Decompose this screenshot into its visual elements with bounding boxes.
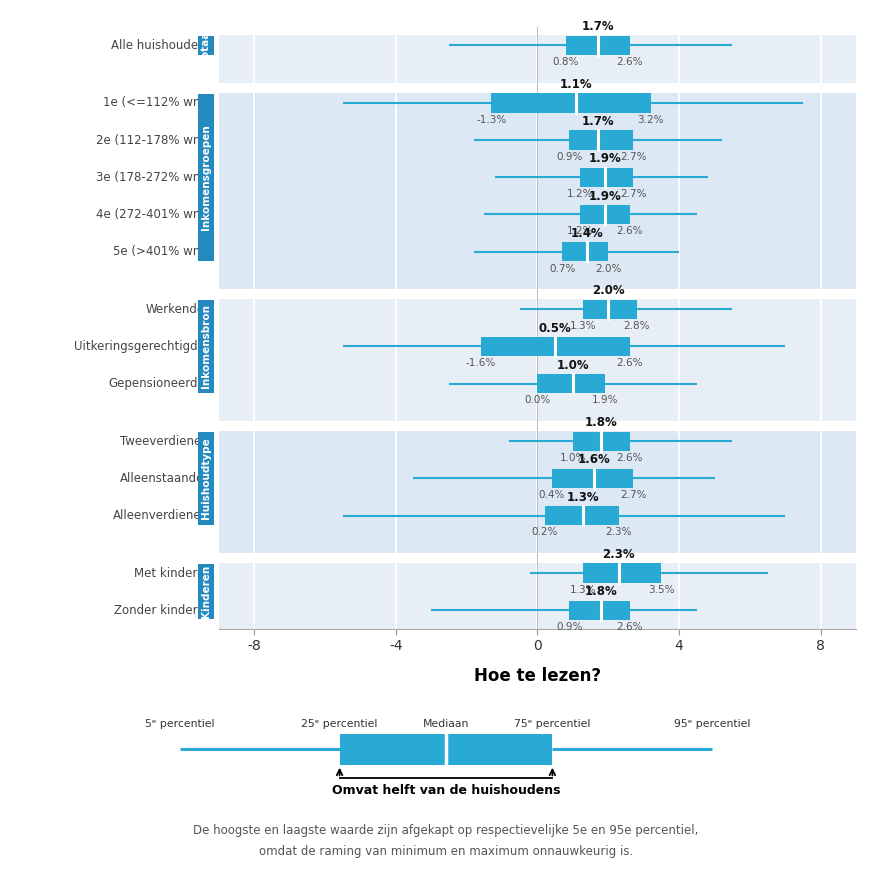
Text: 0.5%: 0.5% [539, 321, 572, 334]
Bar [491, 94, 651, 112]
Text: 4e (272-401% wml): 4e (272-401% wml) [95, 208, 212, 221]
Bar [566, 36, 630, 55]
X-axis label: Hoe te lezen?: Hoe te lezen? [474, 667, 601, 685]
Bar [481, 337, 630, 356]
Text: 1.8%: 1.8% [585, 585, 617, 599]
Text: Inkomensbron: Inkomensbron [201, 304, 211, 388]
Text: 2e (112-178% wml): 2e (112-178% wml) [95, 134, 212, 146]
Bar [569, 600, 630, 620]
Text: Zonder kinderen: Zonder kinderen [114, 604, 212, 616]
Bar [219, 563, 856, 648]
Text: 2.7%: 2.7% [620, 491, 647, 500]
Text: 0.0%: 0.0% [524, 395, 550, 406]
Text: 2.0%: 2.0% [592, 285, 624, 297]
Text: 2.6%: 2.6% [616, 227, 643, 236]
Text: 1.1%: 1.1% [560, 78, 592, 91]
Text: 5e (>401% wml): 5e (>401% wml) [113, 245, 212, 258]
Text: 3.5%: 3.5% [648, 585, 674, 595]
Text: 1.7%: 1.7% [582, 115, 614, 128]
Text: 0.9%: 0.9% [556, 623, 582, 632]
Text: 1.0%: 1.0% [557, 359, 590, 372]
Text: 0.2%: 0.2% [532, 527, 558, 537]
Text: Met kinderen: Met kinderen [135, 566, 212, 580]
Text: 0.7%: 0.7% [549, 263, 575, 274]
Text: 0.9%: 0.9% [556, 152, 582, 162]
Bar [562, 242, 608, 261]
Text: 2.0%: 2.0% [595, 263, 622, 274]
Bar [544, 506, 619, 525]
Text: 1.6%: 1.6% [578, 453, 610, 467]
Text: Gepensioneerden: Gepensioneerden [108, 377, 212, 390]
Bar [219, 93, 856, 289]
Text: 2.3%: 2.3% [603, 549, 635, 561]
Text: De hoogste en laagste waarde zijn afgekapt op respectievelijke 5e en 95e percent: De hoogste en laagste waarde zijn afgeka… [194, 824, 698, 858]
Text: 25ᵉ percentiel: 25ᵉ percentiel [301, 719, 378, 730]
Text: Inkomensgroepen: Inkomensgroepen [201, 124, 211, 230]
Text: 5ᵉ percentiel: 5ᵉ percentiel [145, 719, 215, 730]
Text: 2.7%: 2.7% [620, 152, 647, 162]
Bar [219, 35, 856, 83]
Text: 1.3%: 1.3% [567, 491, 599, 504]
Text: Uitkeringsgerechtigden: Uitkeringsgerechtigden [74, 340, 212, 353]
Text: 1.7%: 1.7% [582, 21, 614, 34]
Text: 1.9%: 1.9% [591, 395, 618, 406]
Text: 0.4%: 0.4% [539, 491, 565, 500]
Bar [219, 299, 856, 421]
Text: 1.9%: 1.9% [589, 153, 621, 165]
Text: 1.9%: 1.9% [589, 190, 621, 202]
Text: -1.6%: -1.6% [466, 359, 496, 368]
Text: 1.0%: 1.0% [559, 453, 586, 463]
Text: Totaal: Totaal [201, 28, 211, 63]
Bar [551, 468, 633, 488]
Text: Kinderen: Kinderen [201, 565, 211, 618]
Bar [580, 168, 633, 187]
Text: Alle huishoudens: Alle huishoudens [112, 39, 212, 52]
Text: 2.7%: 2.7% [620, 189, 647, 199]
Bar [537, 374, 605, 393]
Text: 3.2%: 3.2% [638, 115, 664, 125]
Text: 1.4%: 1.4% [571, 227, 603, 240]
Text: 1e (<=112% wml): 1e (<=112% wml) [103, 96, 212, 110]
Text: Alleenstaanden: Alleenstaanden [120, 472, 212, 485]
Text: 1.8%: 1.8% [585, 417, 617, 429]
Text: 1.2%: 1.2% [566, 227, 593, 236]
Text: 3e (178-272% wml): 3e (178-272% wml) [96, 170, 212, 184]
Text: 2.6%: 2.6% [616, 57, 643, 67]
Text: 2.6%: 2.6% [616, 623, 643, 632]
Bar [573, 432, 630, 450]
Text: Tweeverdieners: Tweeverdieners [120, 434, 212, 448]
Text: 2.3%: 2.3% [606, 527, 632, 537]
Bar [569, 130, 633, 150]
Text: -1.3%: -1.3% [476, 115, 507, 125]
Text: Mediaan: Mediaan [423, 719, 469, 730]
Text: 1.2%: 1.2% [566, 189, 593, 199]
Text: 0.8%: 0.8% [552, 57, 579, 67]
Bar [340, 733, 552, 765]
Text: 1.3%: 1.3% [570, 585, 597, 595]
Text: 1.3%: 1.3% [570, 321, 597, 331]
Bar [580, 205, 630, 224]
Bar [219, 431, 856, 553]
Text: Omvat helft van de huishoudens: Omvat helft van de huishoudens [332, 784, 560, 797]
Text: 2.8%: 2.8% [624, 321, 650, 331]
Text: Werkenden: Werkenden [145, 302, 212, 316]
Bar [583, 564, 662, 582]
Text: 75ᵉ percentiel: 75ᵉ percentiel [514, 719, 591, 730]
Text: Huishoudtype: Huishoudtype [201, 437, 211, 519]
Text: 2.6%: 2.6% [616, 359, 643, 368]
Text: 95ᵉ percentiel: 95ᵉ percentiel [673, 719, 750, 730]
Bar [583, 300, 637, 318]
Text: 2.6%: 2.6% [616, 453, 643, 463]
Text: Alleenverdieners: Alleenverdieners [112, 509, 212, 522]
